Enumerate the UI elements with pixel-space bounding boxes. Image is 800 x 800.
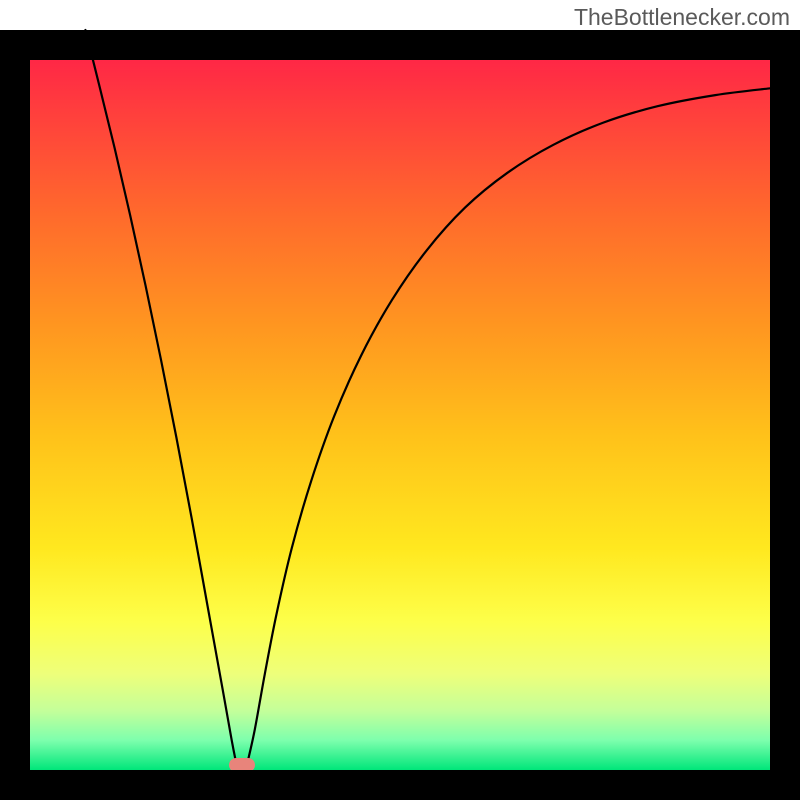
chart-container: { "watermark": { "text": "TheBottlenecke… <box>0 0 800 800</box>
plot-border <box>0 30 800 800</box>
watermark-text: TheBottlenecker.com <box>574 4 790 31</box>
